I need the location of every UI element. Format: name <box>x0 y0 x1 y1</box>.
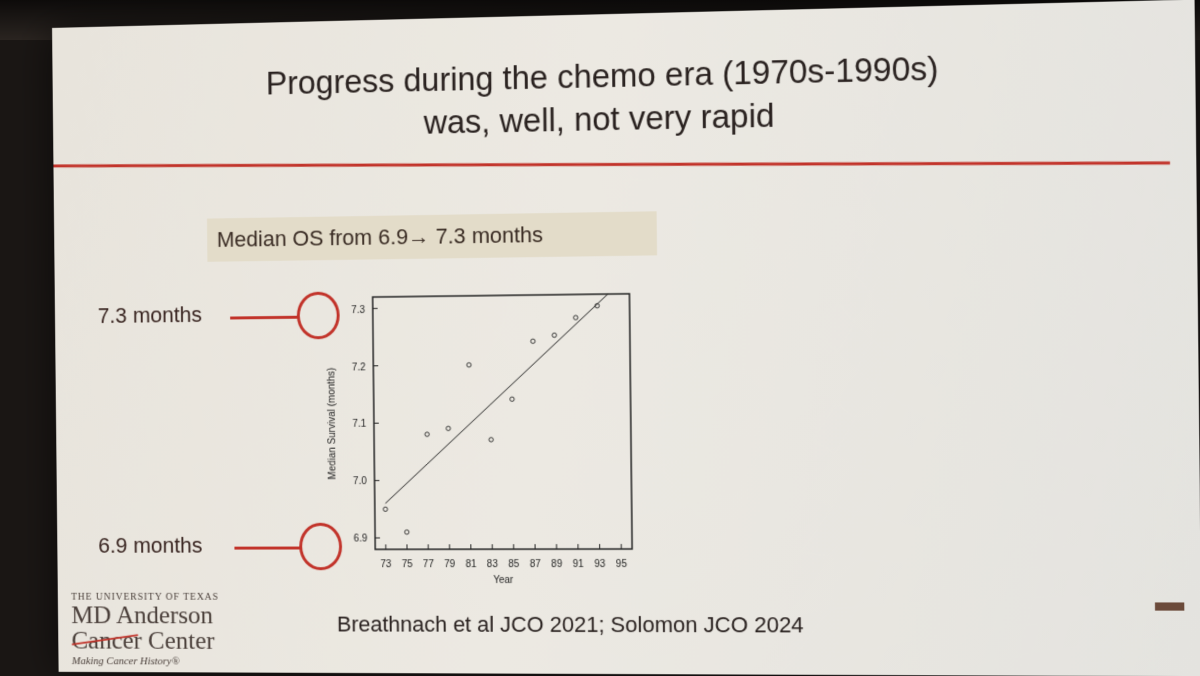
presentation-slide: Progress during the chemo era (1970s-199… <box>52 0 1200 676</box>
x-tick-label: 81 <box>466 559 477 570</box>
x-axis-label: Year <box>493 575 514 586</box>
callout-top-line <box>230 316 298 320</box>
data-point <box>383 507 387 511</box>
data-point <box>405 530 409 534</box>
x-tick-label: 87 <box>530 559 541 570</box>
plot-frame <box>373 294 632 550</box>
callout-bottom-line <box>234 547 302 550</box>
x-tick-label: 79 <box>444 559 456 570</box>
citation: Breathnach et al JCO 2021; Solomon JCO 2… <box>337 612 804 639</box>
x-tick-label: 93 <box>594 559 606 570</box>
x-tick-label: 75 <box>402 559 414 570</box>
logo-name-line-1: MD Anderson <box>71 603 219 629</box>
data-point <box>552 333 556 337</box>
data-point <box>531 339 535 343</box>
data-point <box>425 432 429 436</box>
y-tick-label: 6.9 <box>354 534 368 545</box>
x-tick-label: 95 <box>616 559 628 570</box>
callout-bottom-label: 6.9 months <box>98 533 202 559</box>
subtitle-box: Median OS from 6.9→ 7.3 months <box>207 211 657 262</box>
x-tick-label: 73 <box>380 559 391 570</box>
data-point <box>446 426 450 430</box>
scatter-chart: 6.9 7.0 7.1 7.2 7.3 73 75 77 79 81 83 85 87 89 91 93 95 Y… <box>314 284 653 605</box>
y-tick-label: 7.0 <box>353 477 367 488</box>
callout-top-label: 7.3 months <box>98 302 202 329</box>
y-tick-label: 7.2 <box>352 362 366 373</box>
trend-line <box>383 294 610 503</box>
x-tick-label: 91 <box>573 559 584 570</box>
x-tick-label: 85 <box>508 559 520 570</box>
slide-title: Progress during the chemo era (1970s-199… <box>110 43 1108 150</box>
x-tick-label: 89 <box>551 559 563 570</box>
logo-tagline: Making Cancer History® <box>72 655 220 667</box>
y-tick-label: 7.1 <box>353 419 367 430</box>
y-axis-label: Median Survival (months) <box>326 367 338 479</box>
title-underline <box>53 162 1170 168</box>
data-point <box>467 363 471 367</box>
x-tick-label: 83 <box>487 559 499 570</box>
x-tick-label: 77 <box>423 559 434 570</box>
y-tick-label: 7.3 <box>351 305 365 316</box>
institution-logo: THE UNIVERSITY OF TEXAS MD Anderson Canc… <box>71 592 220 668</box>
projector-brand-mark <box>1155 602 1184 610</box>
data-point <box>510 397 514 401</box>
data-point <box>573 315 577 319</box>
data-point <box>489 437 493 441</box>
